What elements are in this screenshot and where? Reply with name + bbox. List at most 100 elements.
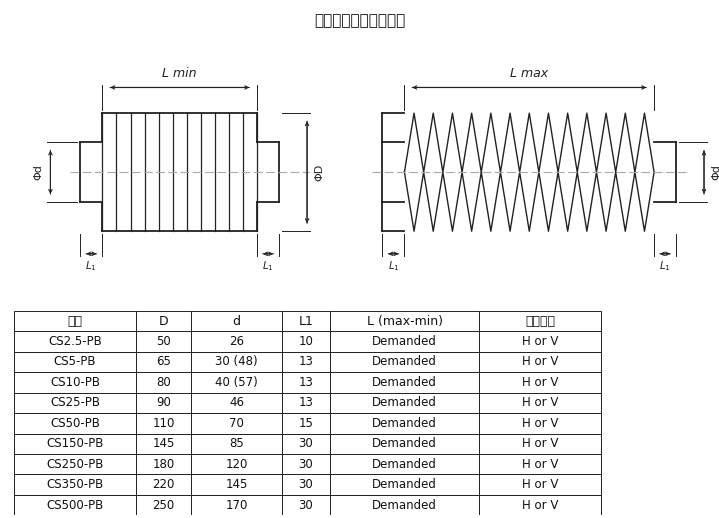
Bar (136, 495, 191, 515)
Text: 90: 90 (156, 396, 171, 409)
Text: CS350-PB: CS350-PB (47, 478, 104, 491)
Text: Demanded: Demanded (372, 376, 437, 389)
Bar (191, 474, 282, 495)
Text: 15: 15 (298, 417, 313, 430)
Text: H or V: H or V (522, 396, 558, 409)
Text: 13: 13 (298, 355, 313, 368)
Bar (282, 393, 330, 413)
Bar (191, 352, 282, 372)
Bar (480, 434, 600, 454)
Text: CS25-PB: CS25-PB (50, 396, 100, 409)
Text: 250: 250 (152, 499, 175, 512)
Text: 26: 26 (229, 335, 244, 348)
Text: 30: 30 (298, 499, 313, 512)
Bar (136, 474, 191, 495)
Bar (14, 352, 136, 372)
Bar (282, 413, 330, 434)
Text: d: d (232, 314, 240, 327)
Bar (480, 352, 600, 372)
Bar (480, 454, 600, 474)
Bar (14, 434, 136, 454)
Text: L min: L min (162, 67, 197, 80)
Text: 85: 85 (229, 437, 244, 450)
Bar (191, 372, 282, 393)
Text: H or V: H or V (522, 437, 558, 450)
Text: Demanded: Demanded (372, 396, 437, 409)
Bar (282, 495, 330, 515)
Bar (282, 454, 330, 474)
Text: Demanded: Demanded (372, 417, 437, 430)
Text: Demanded: Demanded (372, 478, 437, 491)
Text: CS150-PB: CS150-PB (47, 437, 104, 450)
Text: H or V: H or V (522, 478, 558, 491)
Text: 220: 220 (152, 478, 175, 491)
Text: CS2.5-PB: CS2.5-PB (48, 335, 102, 348)
Bar (330, 393, 480, 413)
Bar (330, 434, 480, 454)
Bar (136, 393, 191, 413)
Bar (330, 454, 480, 474)
Text: H or V: H or V (522, 499, 558, 512)
Bar (136, 311, 191, 332)
Text: Φd: Φd (34, 164, 43, 180)
Bar (191, 413, 282, 434)
Bar (136, 332, 191, 352)
Bar (191, 434, 282, 454)
Text: ΦD: ΦD (314, 164, 324, 181)
Text: CS5-PB: CS5-PB (54, 355, 96, 368)
Bar (14, 393, 136, 413)
Bar (330, 311, 480, 332)
Bar (14, 372, 136, 393)
Text: 46: 46 (229, 396, 244, 409)
Text: 170: 170 (225, 499, 247, 512)
Bar (330, 332, 480, 352)
Bar (282, 372, 330, 393)
Text: 型号: 型号 (68, 314, 83, 327)
Text: Demanded: Demanded (372, 437, 437, 450)
Bar (191, 454, 282, 474)
Text: H or V: H or V (522, 417, 558, 430)
Text: 10: 10 (298, 335, 313, 348)
Text: 30: 30 (298, 478, 313, 491)
Text: Demanded: Demanded (372, 355, 437, 368)
Text: 65: 65 (156, 355, 171, 368)
Bar (480, 332, 600, 352)
Text: $L_1$: $L_1$ (262, 259, 274, 273)
Text: 110: 110 (152, 417, 175, 430)
Text: H or V: H or V (522, 458, 558, 471)
Text: Demanded: Demanded (372, 458, 437, 471)
Bar (14, 413, 136, 434)
Text: $L_1$: $L_1$ (388, 259, 399, 273)
Text: L (max-min): L (max-min) (367, 314, 443, 327)
Text: 180: 180 (152, 458, 175, 471)
Text: Demanded: Demanded (372, 499, 437, 512)
Text: 30: 30 (298, 437, 313, 450)
Bar (191, 332, 282, 352)
Text: Φd: Φd (711, 164, 719, 180)
Text: 13: 13 (298, 376, 313, 389)
Bar (480, 372, 600, 393)
Bar (282, 352, 330, 372)
Bar (191, 495, 282, 515)
Text: L max: L max (510, 67, 549, 80)
Bar (14, 454, 136, 474)
Text: 风箱式防护套规格尺寸: 风箱式防护套规格尺寸 (314, 13, 405, 28)
Bar (14, 495, 136, 515)
Bar (330, 413, 480, 434)
Bar (480, 311, 600, 332)
Text: L1: L1 (298, 314, 313, 327)
Bar (480, 474, 600, 495)
Bar (282, 434, 330, 454)
Bar (136, 352, 191, 372)
Bar (191, 393, 282, 413)
Bar (136, 413, 191, 434)
Bar (480, 495, 600, 515)
Text: Demanded: Demanded (372, 335, 437, 348)
Bar (136, 454, 191, 474)
Bar (282, 332, 330, 352)
Bar (330, 372, 480, 393)
Bar (480, 393, 600, 413)
Text: 50: 50 (156, 335, 171, 348)
Text: 120: 120 (225, 458, 247, 471)
Bar (14, 332, 136, 352)
